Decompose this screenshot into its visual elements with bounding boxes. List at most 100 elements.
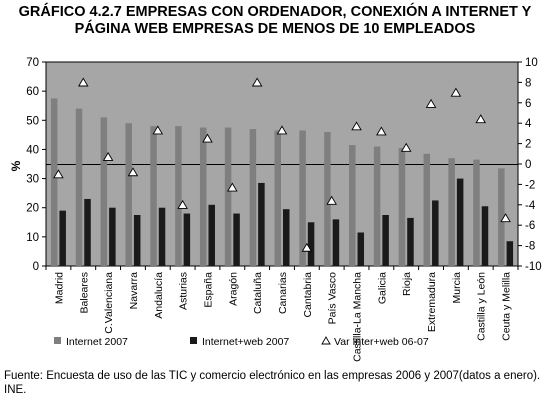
bar-internet-2007: [324, 131, 331, 266]
legend-swatch: [54, 337, 61, 344]
bar-internet-web-2007: [258, 182, 265, 266]
bar-internet-2007: [249, 129, 257, 266]
left-axis-tick-label: 60: [26, 86, 39, 98]
marker-var-inter-web: [376, 126, 387, 136]
marker-var-inter-web: [152, 125, 164, 135]
title-line-2: PÁGINA WEB EMPRESAS DE MENOS DE 10 EMPLE…: [74, 21, 476, 37]
bar-internet-2007: [175, 126, 182, 266]
marker-var-inter-web: [475, 114, 487, 124]
marker-var-inter-web: [425, 98, 437, 108]
bar-internet-web-2007: [233, 213, 240, 266]
x-axis-category-label: País Vasco: [327, 272, 339, 324]
x-axis-category-label: Asturias: [178, 272, 190, 310]
legend-label: Internet 2007: [66, 336, 128, 348]
bar-internet-web-2007: [506, 241, 514, 266]
bar-internet-web-2007: [158, 207, 166, 266]
chart-title: GRÁFICO 4.2.7 EMPRESAS CON ORDENADOR, CO…: [0, 4, 550, 38]
marker-var-inter-web: [500, 213, 511, 223]
bar-internet-2007: [373, 146, 381, 266]
left-axis-tick-label: 20: [26, 203, 39, 215]
bar-internet-2007: [398, 147, 406, 266]
marker-var-inter-web: [450, 87, 462, 97]
x-axis-category-label: Galicia: [376, 272, 388, 304]
marker-var-inter-web: [102, 151, 114, 161]
bar-internet-2007: [498, 168, 505, 266]
left-axis-tick-label: 40: [26, 144, 39, 156]
right-axis-tick-label: -4: [525, 200, 536, 212]
x-axis-category-label: España: [202, 272, 214, 308]
x-axis-category-label: Cataluña: [252, 272, 264, 314]
bar-internet-web-2007: [307, 222, 315, 266]
bar-internet-web-2007: [183, 213, 191, 266]
bar-internet-2007: [274, 130, 281, 266]
bar-internet-web-2007: [481, 206, 489, 266]
source-note: Fuente: Encuesta de uso de las TIC y com…: [4, 370, 541, 396]
bar-internet-2007: [150, 126, 157, 266]
x-axis-category-label: Andalucía: [153, 272, 165, 319]
x-axis-category-label: Castilla y León: [476, 272, 488, 341]
title-line-1: GRÁFICO 4.2.7 EMPRESAS CON ORDENADOR, CO…: [18, 4, 532, 20]
right-axis-tick-label: -6: [525, 220, 535, 232]
bar-internet-web-2007: [59, 210, 66, 266]
x-axis-category-label: C.Valenciana: [103, 272, 115, 334]
bar-internet-web-2007: [432, 200, 439, 266]
right-axis-tick-label: 4: [525, 118, 532, 130]
x-axis-category-label: Canarias: [277, 272, 289, 314]
left-axis-tick-label: 10: [26, 232, 39, 244]
legend-swatch: [321, 336, 331, 345]
right-axis-tick-label: 10: [525, 57, 538, 69]
bar-internet-2007: [100, 117, 108, 266]
right-axis-tick-label: -2: [525, 179, 535, 191]
legend-label: Internet+web 2007: [202, 336, 289, 348]
x-axis-category-label: Cantabria: [302, 272, 314, 318]
right-axis-tick-label: 0: [525, 159, 531, 171]
marker-var-inter-web: [326, 195, 337, 205]
bar-internet-web-2007: [208, 204, 215, 266]
bar-internet-web-2007: [357, 232, 365, 266]
marker-var-inter-web: [351, 121, 362, 131]
x-axis-category-label: Baleares: [78, 272, 90, 313]
bar-internet-2007: [448, 158, 455, 266]
bar-internet-2007: [199, 127, 207, 266]
x-axis-category-label: Aragón: [227, 272, 239, 306]
marker-var-inter-web: [227, 182, 238, 192]
bar-internet-2007: [299, 130, 306, 266]
marker-var-inter-web: [276, 125, 288, 135]
x-axis-category-label: Castilla-La Mancha: [352, 272, 364, 362]
bar-internet-2007: [423, 153, 431, 266]
x-axis-category-label: Navarra: [128, 272, 140, 310]
x-axis-category-label: Rioja: [401, 272, 413, 296]
marker-var-inter-web: [127, 167, 139, 177]
bar-internet-web-2007: [84, 198, 91, 266]
left-axis-tick-label: 30: [26, 174, 39, 186]
bar-internet-web-2007: [456, 178, 464, 266]
right-axis-tick-label: -8: [525, 241, 535, 253]
bar-internet-web-2007: [407, 217, 414, 266]
y-axis-label: %: [9, 160, 23, 171]
right-axis-tick-label: 6: [525, 98, 531, 110]
bar-internet-2007: [349, 145, 356, 266]
left-axis-tick-label: 50: [26, 115, 39, 127]
x-axis-category-label: Extremadura: [426, 272, 438, 332]
bar-internet-web-2007: [109, 207, 116, 266]
marker-var-inter-web: [301, 242, 313, 252]
legend-label: Var Inter+web 06-07: [334, 336, 429, 348]
marker-var-inter-web: [251, 77, 263, 87]
bar-internet-2007: [473, 159, 480, 266]
marker-var-inter-web: [77, 77, 89, 87]
x-axis-category-label: Madrid: [53, 272, 65, 304]
right-axis-tick-label: 8: [525, 77, 531, 89]
right-axis-tick-label: -10: [525, 261, 542, 273]
right-axis-tick-label: 2: [525, 139, 531, 151]
left-axis-tick-label: 0: [33, 261, 39, 273]
x-axis-category-label: Ceuta y Melilla: [501, 272, 513, 341]
legend-swatch: [190, 337, 197, 344]
marker-var-inter-web: [202, 133, 213, 143]
bar-internet-2007: [125, 123, 132, 266]
bar-internet-2007: [75, 108, 83, 266]
marker-var-inter-web: [177, 199, 188, 209]
bar-internet-web-2007: [133, 215, 141, 266]
left-axis-tick-label: 70: [26, 57, 39, 69]
bar-internet-web-2007: [382, 215, 389, 266]
